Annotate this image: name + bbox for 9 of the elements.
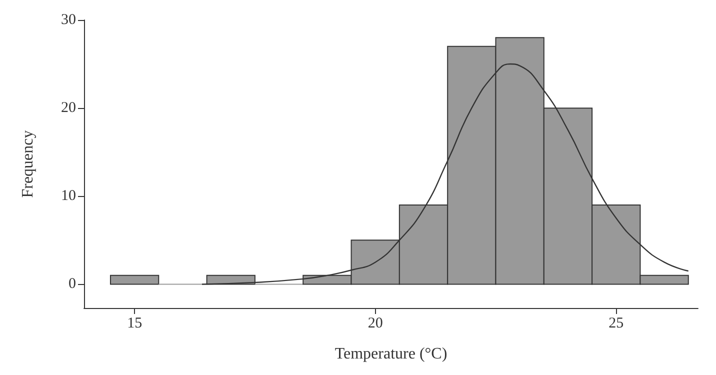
y-tick-label: 10 xyxy=(61,188,76,204)
y-tick-label: 30 xyxy=(61,12,76,28)
y-tick-label: 0 xyxy=(68,276,76,292)
y-tick-label: 20 xyxy=(61,100,76,116)
x-tick-label: 25 xyxy=(608,316,624,332)
x-tick-label: 20 xyxy=(368,316,383,332)
x-axis-title: Temperature (°C) xyxy=(334,346,448,362)
x-tick-label: 15 xyxy=(127,316,142,332)
y-axis-title: Frequency xyxy=(20,130,36,198)
